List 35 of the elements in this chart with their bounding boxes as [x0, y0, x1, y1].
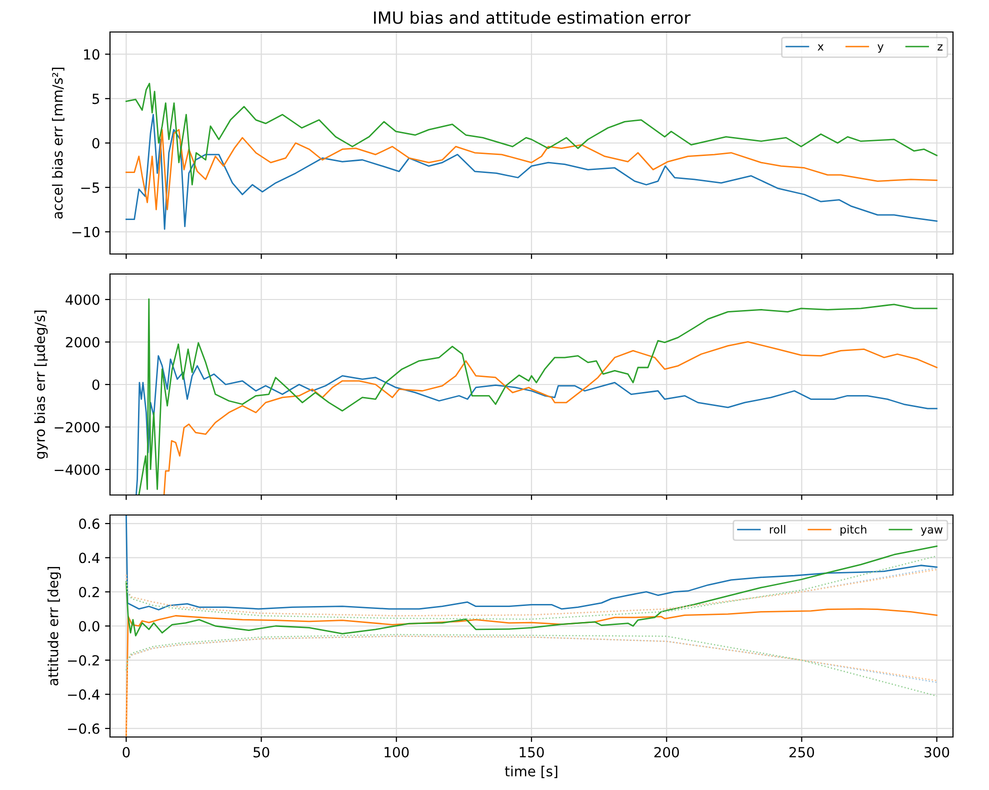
y-tick-label: 0.2	[79, 586, 99, 598]
x-tick-label: 50	[254, 746, 270, 758]
x-axis-title: time [s]	[504, 766, 558, 778]
x-tick-label: 150	[520, 746, 544, 758]
y-tick-label: 0.4	[79, 552, 100, 564]
legend-label: y	[878, 44, 884, 53]
legend-label: roll	[770, 525, 786, 534]
x-tick-label: 250	[789, 746, 814, 758]
chart-title: IMU bias and attitude estimation error	[374, 11, 691, 24]
x-tick-label: 300	[924, 746, 950, 758]
y-tick-label: 0.0	[79, 620, 100, 632]
y-axis-title: accel bias err [mm/s²]	[52, 68, 64, 219]
y-tick-label: 10	[84, 49, 100, 60]
x-tick-label: 100	[384, 746, 409, 758]
y-tick-label: −0.6	[68, 723, 100, 734]
legend-label: x	[818, 44, 824, 50]
x-tick-label: 200	[654, 746, 679, 758]
y-axis-title: attitude err [deg]	[48, 566, 61, 686]
y-tick-label: 2000	[66, 336, 100, 348]
y-tick-label: −2000	[54, 422, 100, 432]
y-axis-title: gyro bias err [µdeg/s]	[34, 310, 48, 459]
legend-label: pitch	[840, 525, 866, 536]
y-tick-label: −5	[81, 182, 100, 193]
legend-label: z	[938, 44, 943, 50]
y-tick-label: −0.2	[68, 655, 99, 666]
y-tick-label: −0.4	[68, 689, 100, 700]
y-tick-label: 0	[92, 138, 100, 148]
y-tick-label: 4000	[66, 294, 100, 305]
y-tick-label: −10	[72, 226, 100, 238]
y-tick-label: 0.6	[79, 518, 100, 530]
y-tick-label: 5	[92, 94, 100, 104]
y-tick-label: 0	[92, 379, 100, 390]
x-tick-label: 0	[122, 746, 130, 758]
y-tick-label: −4000	[54, 464, 100, 475]
legend-label: yaw	[920, 527, 943, 536]
